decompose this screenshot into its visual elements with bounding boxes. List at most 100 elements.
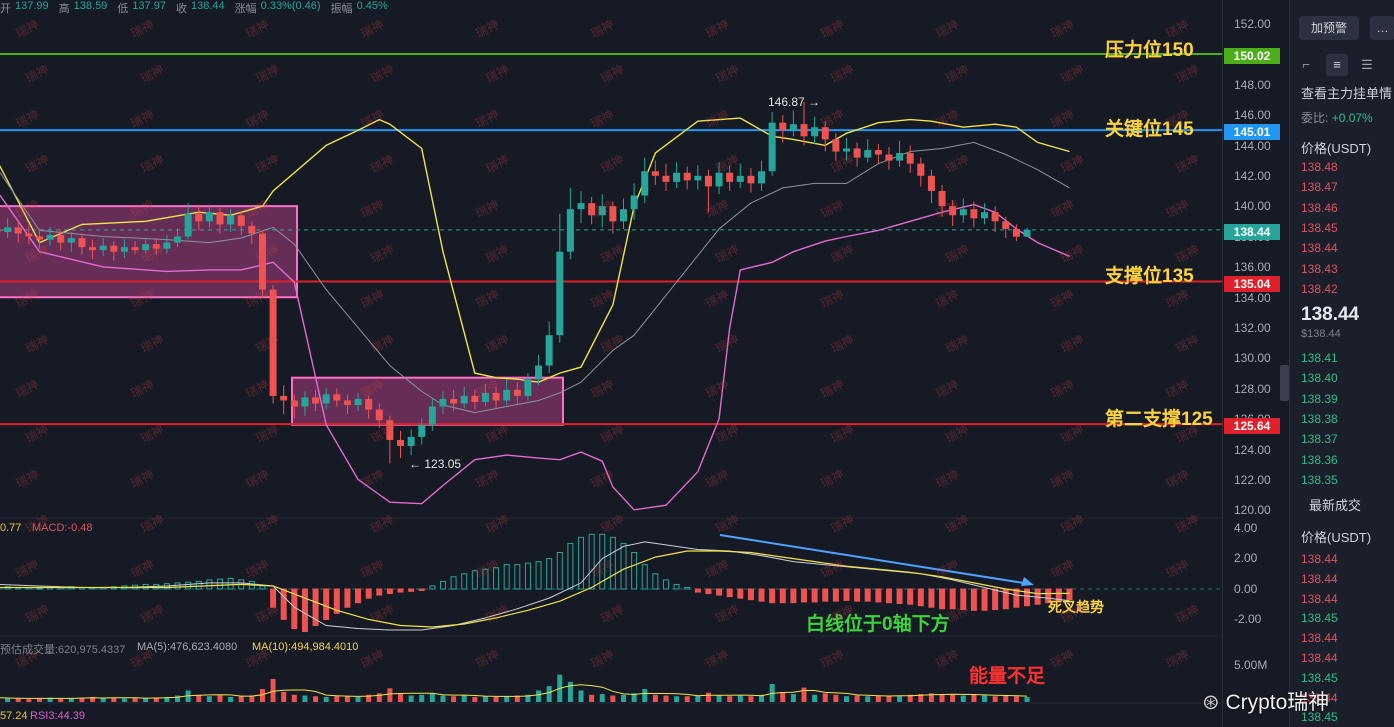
volume-bar — [281, 691, 287, 702]
ask-price-row[interactable]: 138.44 — [1301, 241, 1338, 256]
candle-body — [906, 153, 914, 164]
add-alert-button[interactable]: 加预警 — [1299, 16, 1359, 40]
candle-body — [662, 175, 670, 182]
macd-tick-label: 0.00 — [1234, 581, 1258, 596]
price-tick-label: 132.00 — [1234, 321, 1271, 335]
bid-price-row[interactable]: 138.36 — [1301, 452, 1338, 467]
price-chart[interactable] — [0, 0, 1289, 727]
ratio-label: 委比: — [1301, 111, 1329, 125]
macd-histogram-bar — [312, 588, 319, 626]
volume-bar — [398, 694, 404, 702]
macd-prefix: 0.77 — [0, 522, 22, 534]
candle-body — [896, 153, 904, 161]
order-book-panel: 加预警 … ⌐ ≡ ☰ 查看主力挂单情 委比: +0.07% 价格(USDT) … — [1289, 0, 1394, 727]
panel-collapse-handle[interactable] — [1280, 365, 1289, 401]
macd-histogram-bar — [355, 588, 362, 604]
candle-body — [651, 171, 659, 176]
volume-bar — [26, 699, 32, 702]
candle-body — [89, 247, 97, 251]
volume-bar — [865, 696, 871, 702]
volume-bar — [90, 696, 96, 702]
ask-price-row[interactable]: 138.47 — [1301, 180, 1338, 195]
candle-body — [343, 400, 351, 406]
ask-price-row[interactable]: 138.42 — [1301, 281, 1338, 296]
volume-bar — [525, 694, 531, 702]
macd-histogram-bar — [280, 588, 287, 620]
logo-icon: ⊛ — [1202, 691, 1220, 714]
macd-histogram-bar — [939, 588, 946, 610]
trade-row: 138.44 — [1301, 552, 1338, 566]
bid-price-row[interactable]: 138.40 — [1301, 371, 1338, 386]
candle-body — [174, 236, 182, 243]
price-tick-label: 148.00 — [1234, 77, 1271, 92]
latest-trades-title[interactable]: 最新成交 — [1309, 498, 1362, 513]
candle-body — [747, 175, 755, 184]
low-value: 137.97 — [132, 0, 166, 12]
macd-histogram-bar — [259, 585, 266, 590]
candle-body — [142, 244, 150, 251]
price-tick-label: 128.00 — [1234, 381, 1271, 396]
macd-histogram-bar — [323, 588, 330, 620]
volume-ma-line — [0, 684, 1028, 699]
bid-price-row[interactable]: 138.38 — [1301, 411, 1338, 426]
volume-bar — [334, 695, 340, 702]
candle-body — [35, 236, 43, 240]
more-button[interactable]: … — [1370, 16, 1394, 40]
macd-histogram-bar — [461, 573, 468, 590]
macd-tick-label: -2.00 — [1234, 612, 1262, 627]
volume-bar — [47, 697, 53, 702]
ask-price-row[interactable]: 138.43 — [1301, 261, 1338, 276]
candle-body — [110, 245, 118, 252]
volume-bar — [620, 694, 626, 702]
trade-row: 138.44 — [1301, 690, 1338, 705]
bid-price-row[interactable]: 138.35 — [1301, 472, 1338, 487]
candle-body — [471, 395, 479, 402]
volume-bar — [504, 696, 510, 702]
ratio-value: +0.07% — [1331, 111, 1373, 125]
candle-body — [779, 122, 787, 131]
candle-body — [885, 154, 893, 161]
macd-histogram-bar — [482, 568, 489, 590]
volume-bar — [684, 696, 690, 702]
ask-price-row[interactable]: 138.48 — [1301, 160, 1338, 174]
list-icon[interactable]: ☰ — [1361, 57, 1373, 72]
macd-histogram-bar — [652, 573, 659, 590]
bid-price-row[interactable]: 138.41 — [1301, 351, 1338, 365]
candle-body — [736, 175, 744, 182]
volume-bar — [206, 696, 212, 702]
bid-price-row[interactable]: 138.39 — [1301, 391, 1338, 406]
ask-price-row[interactable]: 138.46 — [1301, 200, 1338, 215]
volume-bar — [578, 690, 584, 702]
volume-bar — [748, 696, 754, 702]
candle-body — [333, 394, 341, 401]
macd-histogram-bar — [641, 564, 648, 590]
buy-sell-icon[interactable]: ≡ — [1326, 54, 1348, 76]
candle-body — [917, 163, 925, 176]
macd-histogram-bar — [949, 588, 956, 610]
volume-bar — [674, 696, 680, 702]
candle-body — [970, 209, 978, 219]
candle-body — [991, 212, 999, 222]
volume-bar — [950, 694, 956, 702]
depth-icon[interactable]: ⌐ — [1302, 57, 1310, 72]
macd-histogram-bar — [216, 578, 223, 590]
candle-body — [195, 213, 203, 222]
macd-histogram-bar — [365, 588, 372, 599]
candle-body — [832, 139, 840, 152]
volume-bar — [705, 692, 711, 702]
volume-bar — [100, 698, 106, 702]
macd-histogram-bar — [524, 562, 531, 590]
candle-body — [609, 206, 617, 222]
volume-bar — [344, 696, 350, 702]
amplitude-value: 0.45% — [356, 0, 388, 12]
candle-body — [428, 406, 436, 425]
volume-bar — [907, 694, 913, 702]
view-main-orders-link[interactable]: 查看主力挂单情 — [1301, 86, 1393, 101]
ohlc-readout: 开 137.99 高 138.59 低 137.97 收 138.44 涨幅 0.33%(… — [0, 0, 420, 16]
volume-bar — [376, 693, 382, 702]
candle-body — [588, 203, 596, 216]
volume-bar — [313, 696, 319, 702]
change-label: 涨幅 — [234, 3, 257, 15]
bid-price-row[interactable]: 138.37 — [1301, 432, 1338, 447]
ask-price-row[interactable]: 138.45 — [1301, 220, 1338, 235]
